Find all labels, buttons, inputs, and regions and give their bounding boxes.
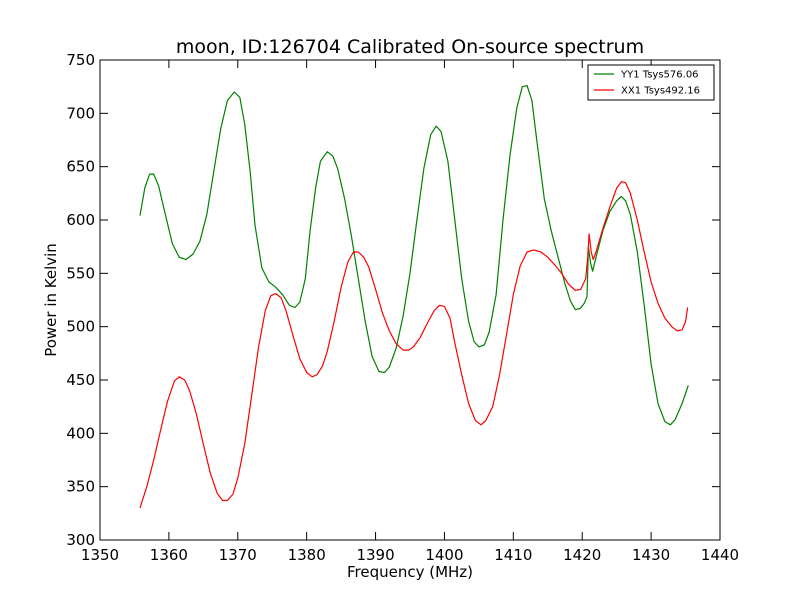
axis-ticks: 1350 1360 1370 1380 1390 1400 1410 1420 1430 1440…: [66, 51, 739, 564]
x-tick-label: 1350: [81, 546, 119, 564]
y-tick-label: 550: [66, 264, 95, 282]
plot-frame: [99, 59, 721, 541]
x-tick-label: 1380: [288, 546, 326, 564]
legend-box: [587, 64, 715, 101]
x-tick-label: 1430: [632, 546, 670, 564]
legend-label-xx1: XX1 Tsys492.16: [621, 86, 700, 97]
x-tick-label: 1370: [219, 546, 257, 564]
legend-label-yy1: YY1 Tsys576.06: [620, 70, 699, 81]
y-tick-label: 600: [66, 211, 95, 229]
x-tick-label: 1440: [701, 546, 739, 564]
y-tick-label: 750: [66, 51, 95, 69]
series-line-xx1: [139, 181, 689, 509]
x-tick-label: 1360: [150, 546, 188, 564]
y-tick-label: 450: [66, 371, 95, 389]
series-layer: [139, 84, 689, 509]
legend: YY1 Tsys576.06 XX1 Tsys492.16: [587, 64, 715, 101]
x-tick-label: 1390: [356, 546, 394, 564]
chart-title: moon, ID:126704 Calibrated On-source spe…: [176, 36, 644, 58]
x-tick-label: 1420: [563, 546, 601, 564]
y-tick-label: 350: [66, 478, 95, 496]
series-line-yy1: [139, 84, 689, 426]
y-axis-label: Power in Kelvin: [42, 243, 60, 357]
y-tick-label: 500: [66, 318, 95, 336]
y-tick-label: 700: [66, 104, 95, 122]
y-tick-label: 400: [66, 424, 95, 442]
x-tick-label: 1400: [425, 546, 463, 564]
x-axis-label: Frequency (MHz): [347, 563, 473, 581]
y-tick-label: 650: [66, 158, 95, 176]
y-tick-label: 300: [66, 531, 95, 549]
x-tick-label: 1410: [494, 546, 532, 564]
